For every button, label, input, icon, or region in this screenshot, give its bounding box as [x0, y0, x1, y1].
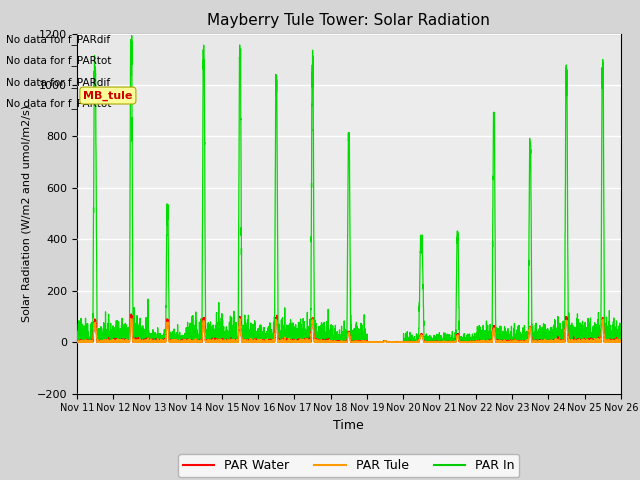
Text: No data for f_PARtot: No data for f_PARtot: [6, 98, 112, 109]
Text: No data for f_PARtot: No data for f_PARtot: [6, 55, 112, 66]
Text: No data for f_PARdif: No data for f_PARdif: [6, 34, 111, 45]
Legend: PAR Water, PAR Tule, PAR In: PAR Water, PAR Tule, PAR In: [178, 455, 520, 477]
X-axis label: Time: Time: [333, 419, 364, 432]
Text: MB_tule: MB_tule: [83, 90, 132, 101]
Text: No data for f_PARdif: No data for f_PARdif: [6, 77, 111, 88]
Y-axis label: Solar Radiation (W/m2 and umol/m2/s): Solar Radiation (W/m2 and umol/m2/s): [21, 105, 31, 322]
Title: Mayberry Tule Tower: Solar Radiation: Mayberry Tule Tower: Solar Radiation: [207, 13, 490, 28]
Bar: [77, 85, 621, 342]
